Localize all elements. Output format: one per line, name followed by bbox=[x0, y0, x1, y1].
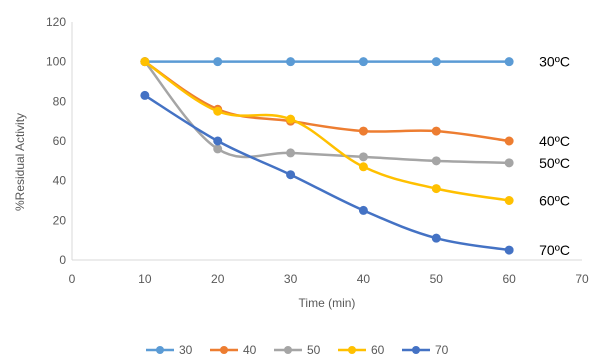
data-point bbox=[431, 233, 441, 243]
x-tick-label: 70 bbox=[575, 272, 589, 286]
legend-label: 30 bbox=[179, 343, 193, 357]
legend-item-50: 50 bbox=[274, 343, 321, 357]
series-annotation-40: 40ºC bbox=[539, 133, 570, 149]
series-line-40 bbox=[144, 60, 510, 143]
data-point bbox=[431, 126, 441, 136]
series-annotation-60: 60ºC bbox=[539, 193, 570, 209]
x-tick-label: 40 bbox=[357, 272, 371, 286]
series-layer bbox=[140, 57, 514, 255]
legend-swatch-marker bbox=[156, 346, 164, 354]
series-30 bbox=[140, 57, 514, 67]
data-point bbox=[504, 57, 514, 67]
legend-item-60: 60 bbox=[338, 343, 385, 357]
legend-swatch-marker bbox=[348, 346, 356, 354]
data-point bbox=[358, 126, 368, 136]
legend-label: 70 bbox=[435, 343, 449, 357]
legend-swatch-marker bbox=[284, 346, 292, 354]
legend-item-30: 30 bbox=[146, 343, 193, 357]
data-point bbox=[213, 144, 223, 154]
x-tick-label: 50 bbox=[430, 272, 444, 286]
data-point bbox=[504, 196, 514, 205]
legend-item-70: 70 bbox=[402, 343, 449, 357]
series-annotation-70: 70ºC bbox=[539, 242, 570, 258]
data-point bbox=[213, 106, 223, 116]
y-tick-label: 120 bbox=[46, 15, 66, 29]
y-axis-label: %Residual Activity bbox=[13, 113, 27, 211]
y-tick-label: 60 bbox=[53, 134, 67, 148]
data-point bbox=[213, 57, 223, 67]
data-point bbox=[358, 57, 368, 67]
data-point bbox=[286, 57, 296, 67]
y-tick-label: 80 bbox=[53, 94, 67, 108]
legend: 30 40 50 60 70 bbox=[146, 343, 449, 357]
y-tick-label: 0 bbox=[59, 253, 66, 267]
series-line-70 bbox=[144, 94, 510, 252]
data-point bbox=[286, 170, 296, 180]
x-axis-label: Time (min) bbox=[299, 296, 356, 310]
y-tick-label: 40 bbox=[53, 174, 67, 188]
y-tick-label: 20 bbox=[53, 213, 67, 227]
series-annotation-50: 50ºC bbox=[539, 155, 570, 171]
x-tick-label: 30 bbox=[284, 272, 298, 286]
legend-label: 60 bbox=[371, 343, 385, 357]
series-line-50 bbox=[143, 60, 510, 165]
annotations: 30ºC 40ºC 50ºC 60ºC 70ºC bbox=[539, 54, 570, 258]
data-point bbox=[504, 136, 514, 146]
x-tick-label: 20 bbox=[211, 272, 225, 286]
data-point bbox=[358, 205, 368, 215]
data-point bbox=[431, 184, 441, 194]
series-annotation-30: 30ºC bbox=[539, 54, 570, 70]
legend-swatch-marker bbox=[412, 346, 420, 354]
series-70 bbox=[140, 90, 514, 255]
data-point bbox=[140, 57, 150, 67]
legend-label: 50 bbox=[307, 343, 321, 357]
x-tick-label: 60 bbox=[502, 272, 516, 286]
x-tick-label: 0 bbox=[69, 272, 76, 286]
data-point bbox=[286, 148, 296, 158]
series-50 bbox=[140, 57, 514, 168]
data-point bbox=[286, 114, 296, 124]
data-point bbox=[431, 57, 441, 67]
data-point bbox=[358, 152, 368, 162]
y-tick-label: 100 bbox=[46, 55, 66, 69]
axes: 0 20 40 60 80 100 120 0 10 20 30 40 50 60 70 bbox=[46, 15, 589, 286]
series-60 bbox=[140, 57, 514, 205]
legend-label: 40 bbox=[243, 343, 257, 357]
data-point bbox=[431, 156, 441, 166]
x-tick-label: 10 bbox=[138, 272, 152, 286]
data-point bbox=[213, 136, 223, 146]
data-point bbox=[358, 162, 368, 172]
series-line-60 bbox=[144, 60, 510, 202]
legend-item-40: 40 bbox=[210, 343, 257, 357]
legend-swatch-marker bbox=[220, 346, 228, 354]
data-point bbox=[504, 245, 514, 255]
data-point bbox=[504, 158, 514, 168]
data-point bbox=[140, 90, 150, 100]
